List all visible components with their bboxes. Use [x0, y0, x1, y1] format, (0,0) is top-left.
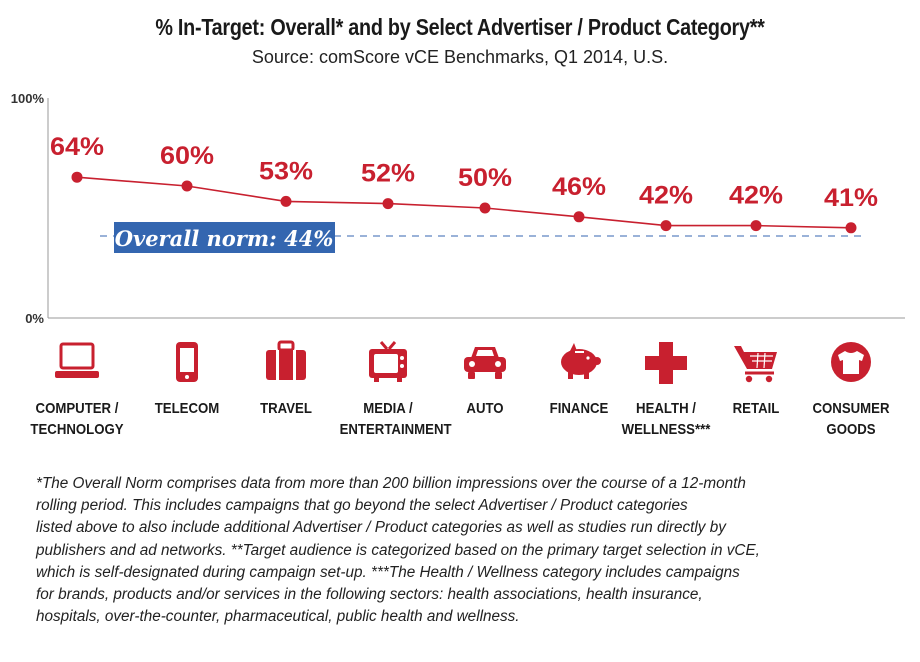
category-label: AUTO	[437, 398, 534, 419]
footnote-line: hospitals, over-the-counter, pharmaceuti…	[36, 608, 520, 626]
data-label: 46%	[552, 173, 606, 201]
category-label-line: WELLNESS***	[621, 421, 711, 438]
category-label: FINANCE	[531, 398, 628, 419]
overall-norm-label: Overall norm: 44%	[115, 226, 334, 251]
category-label-line: CONSUMER	[812, 400, 890, 417]
data-point	[750, 220, 762, 232]
piggy-bank-icon	[561, 343, 601, 379]
footnote-line: listed above to also include additional …	[36, 519, 726, 537]
data-point	[479, 202, 491, 214]
overall-norm-box	[114, 222, 335, 253]
data-point	[382, 198, 394, 210]
line-chart: 100% 0% Overall norm: 44% 64% 60% 53% 52% 50% 46…	[11, 91, 905, 326]
category-label-line: HEALTH /	[636, 400, 696, 417]
category-label: HEALTH / WELLNESS***	[618, 398, 715, 440]
footnote-line: *The Overall Norm comprises data from mo…	[36, 475, 746, 492]
y-tick-label-top: 100%	[11, 91, 45, 106]
footnote-line: for brands, products and/or services in …	[36, 586, 703, 604]
category-label-line: TELECOM	[154, 400, 220, 417]
tv-icon	[369, 341, 407, 382]
shirt-icon	[831, 342, 871, 382]
category-item: AUTO	[430, 340, 540, 419]
category-label-line: FINANCE	[549, 400, 609, 417]
footnote-line: publishers and ad networks. **Target aud…	[36, 541, 760, 559]
laptop-icon	[55, 342, 99, 378]
data-point	[280, 195, 292, 207]
data-label: 42%	[729, 182, 783, 210]
data-label: 64%	[50, 133, 104, 161]
category-label-line: RETAIL	[732, 400, 780, 417]
data-point	[660, 220, 672, 232]
category-label-line: TRAVEL	[260, 400, 312, 417]
category-label: RETAIL	[708, 398, 805, 419]
data-point	[845, 222, 857, 234]
data-label: 53%	[259, 157, 313, 185]
data-label: 41%	[824, 184, 878, 212]
category-item: TRAVEL	[231, 340, 341, 419]
category-item: TELECOM	[132, 340, 242, 419]
data-label: 52%	[361, 160, 415, 188]
suitcase-icon	[266, 340, 306, 380]
data-point	[71, 171, 83, 183]
category-label-line: AUTO	[466, 400, 504, 417]
category-label-line: MEDIA /	[363, 400, 413, 417]
category-label: MEDIA / ENTERTAINMENT	[339, 398, 452, 440]
category-label-line: TECHNOLOGY	[30, 421, 124, 438]
data-label: 42%	[639, 182, 693, 210]
cart-icon	[734, 346, 777, 383]
category-item: COMPUTER / TECHNOLOGY	[22, 340, 132, 440]
category-label: TRAVEL	[238, 398, 335, 419]
y-tick-label-bottom: 0%	[25, 311, 44, 326]
data-label: 60%	[160, 142, 214, 170]
category-label-line: COMPUTER /	[35, 400, 119, 417]
category-label: COMPUTER / TECHNOLOGY	[29, 398, 126, 440]
data-label: 50%	[458, 164, 512, 192]
phone-icon	[176, 342, 198, 382]
category-item: CONSUMER GOODS	[796, 340, 906, 440]
data-point	[181, 180, 193, 192]
chart-subtitle: Source: comScore vCE Benchmarks, Q1 2014…	[251, 47, 669, 67]
data-point	[573, 211, 585, 223]
category-item: RETAIL	[701, 340, 811, 419]
category-item: FINANCE	[524, 340, 634, 419]
category-label-line: ENTERTAINMENT	[339, 421, 452, 438]
category-label-line: GOODS	[826, 421, 876, 438]
chart-title: % In-Target: Overall* and by Select Adve…	[155, 14, 765, 40]
category-label: CONSUMER GOODS	[803, 398, 900, 440]
category-item: HEALTH / WELLNESS***	[611, 340, 721, 440]
footnote-line: which is self-designated during campaign…	[36, 563, 740, 581]
category-label: TELECOM	[139, 398, 236, 419]
category-item: MEDIA / ENTERTAINMENT	[333, 340, 452, 440]
footnote: *The Overall Norm comprises data from mo…	[36, 473, 896, 628]
cross-icon	[645, 342, 687, 384]
footnote-line: rolling period. This includes campaigns …	[36, 497, 688, 515]
car-icon	[464, 347, 506, 379]
